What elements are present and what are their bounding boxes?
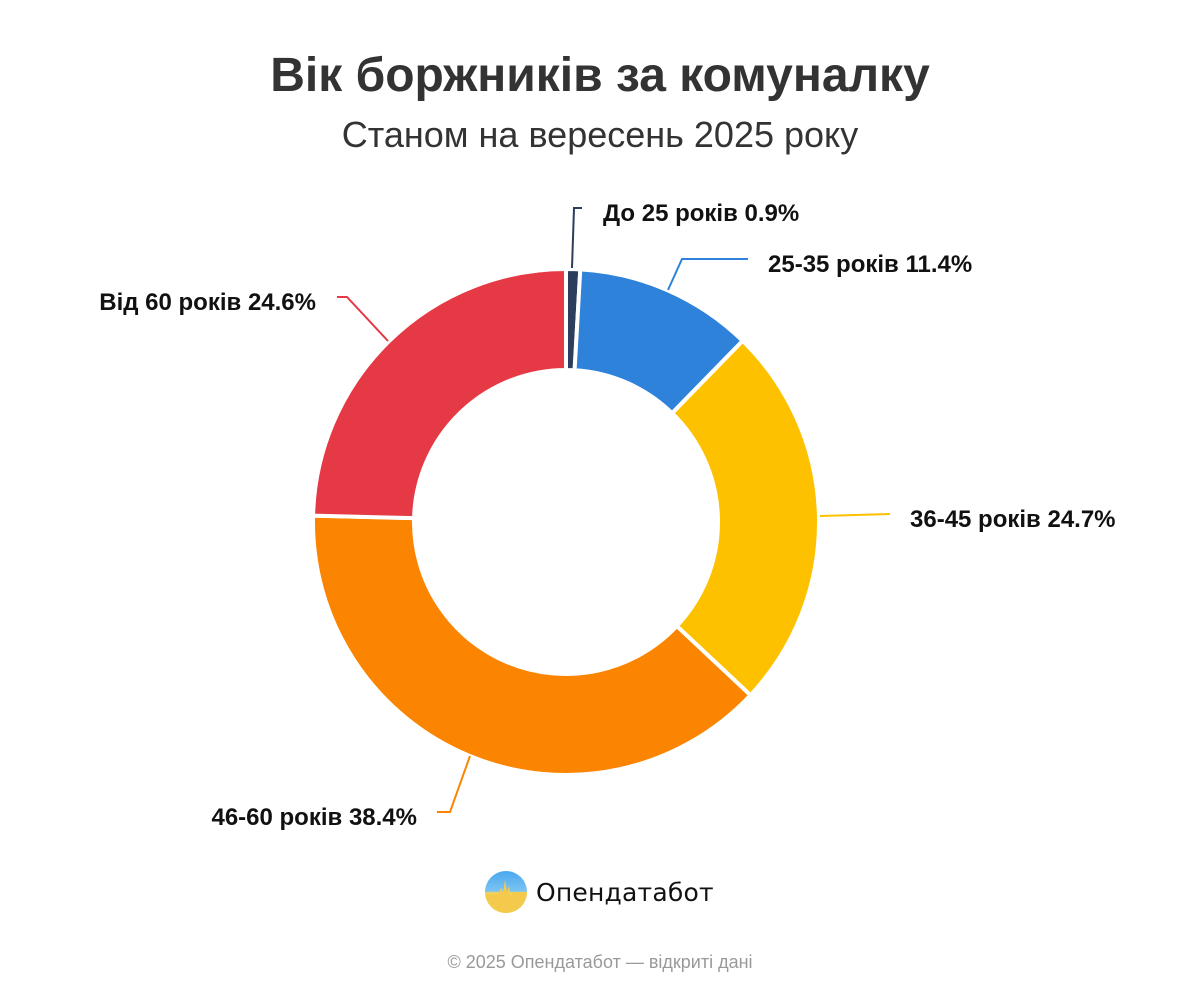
leader-line-36-45: [819, 513, 891, 517]
label-25-35: 25-35 років 11.4%: [768, 251, 972, 278]
label-over-60: Від 60 років 24.6%: [99, 289, 316, 316]
label-46-60: 46-60 років 38.4%: [211, 804, 417, 831]
leader-line-46-60: [437, 755, 471, 813]
chart-title: Вік боржників за комуналку: [270, 49, 930, 102]
leader-line-under-25: [571, 207, 582, 269]
slice-labels: До 25 років 0.9% 25-35 років 11.4% 36-45…: [99, 200, 1115, 831]
slice-46-60: [311, 513, 753, 777]
opendatabot-logo-icon: [485, 871, 527, 913]
label-36-45: 36-45 років 24.7%: [910, 506, 1116, 533]
slice-over-60: [311, 267, 568, 521]
slice-36-45: [670, 338, 821, 698]
label-under-25: До 25 років 0.9%: [603, 200, 799, 227]
leader-line-25-35: [667, 258, 748, 291]
brand-name: Опендатабот: [536, 877, 714, 907]
leader-lines: [337, 207, 891, 813]
chart-subtitle: Станом на вересень 2025 року: [341, 114, 859, 155]
footer-copyright: © 2025 Опендатабот — відкриті дані: [447, 952, 753, 972]
brand: Опендатабот: [484, 870, 714, 914]
donut-slices: [311, 267, 821, 777]
leader-line-over-60: [337, 296, 389, 342]
